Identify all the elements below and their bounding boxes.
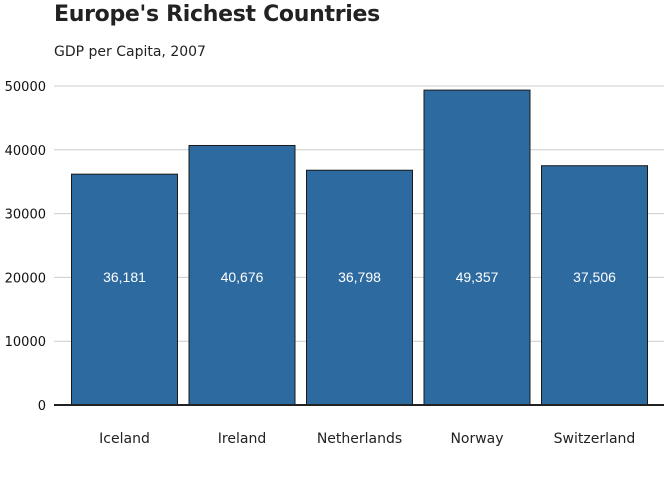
category-labels: Iceland Ireland Netherlands Norway Switzerla… <box>99 431 635 447</box>
x-category-label: Switzerland <box>554 431 636 447</box>
bar <box>71 173 178 406</box>
y-tick-label: 50000 <box>5 80 46 95</box>
bar <box>423 89 531 406</box>
chart-subtitle: GDP per Capita, 2007 <box>54 44 206 60</box>
bar <box>541 165 648 406</box>
x-category-label: Ireland <box>218 431 266 447</box>
x-category-label: Norway <box>450 431 503 447</box>
x-category-label: Netherlands <box>317 431 402 447</box>
bar-value-label: 40,676 <box>221 269 264 285</box>
y-tick-label: 0 <box>38 399 46 414</box>
bar-value-label: 36,181 <box>103 269 146 285</box>
y-tick-label: 40000 <box>5 144 46 159</box>
bar-value-label: 36,798 <box>338 269 381 285</box>
bars <box>71 89 648 406</box>
bar-value-label: 49,357 <box>456 269 499 285</box>
value-labels: 36,181 40,676 36,798 49,357 37,506 <box>103 269 616 285</box>
y-tick-label: 10000 <box>5 335 46 350</box>
y-tick-labels: 0 10000 20000 30000 40000 50000 <box>5 80 46 414</box>
chart-title: Europe's Richest Countries <box>54 2 380 27</box>
bar-value-label: 37,506 <box>573 269 616 285</box>
y-tick-label: 30000 <box>5 208 46 223</box>
x-category-label: Iceland <box>99 431 150 447</box>
y-tick-label: 20000 <box>5 271 46 286</box>
bar <box>306 169 413 406</box>
